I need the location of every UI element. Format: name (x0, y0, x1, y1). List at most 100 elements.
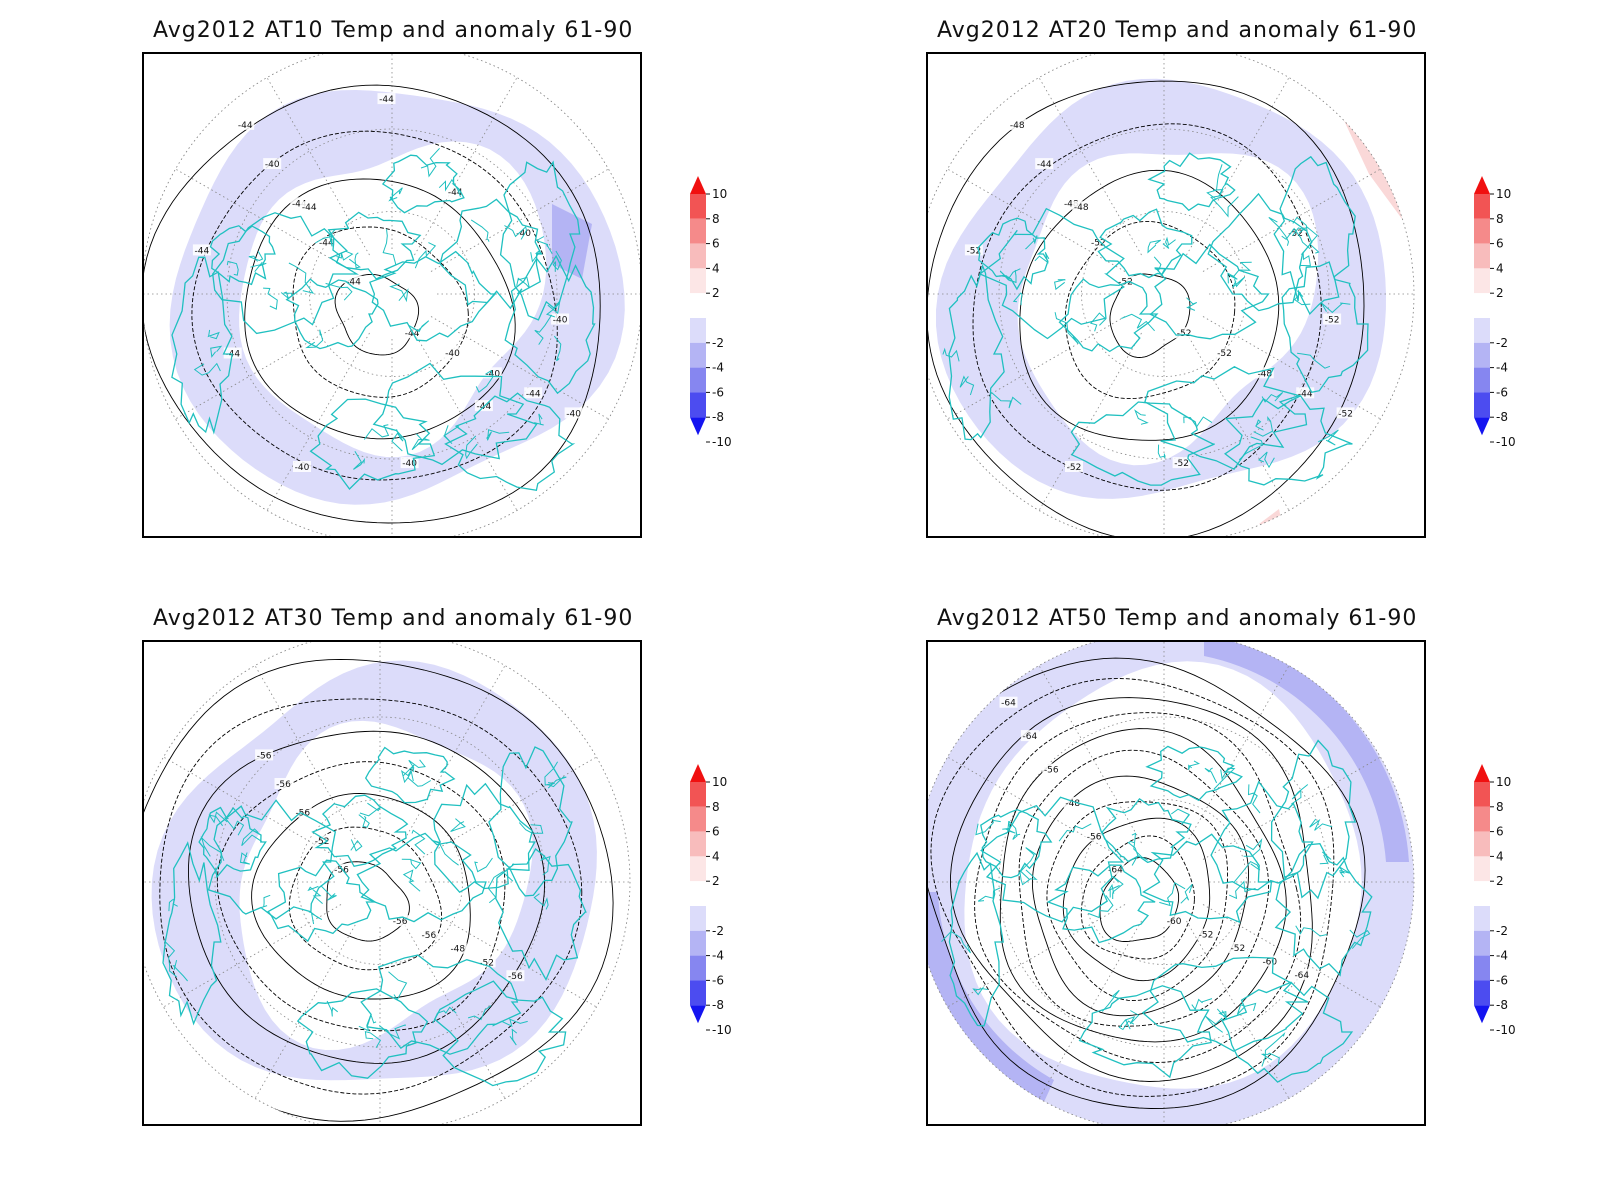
border-line (539, 855, 551, 876)
polar-map-at30: -56-56-52-56-56-48-56-52-56-56 (144, 642, 631, 1124)
border-line (207, 329, 220, 340)
coastline (433, 980, 567, 1087)
border-line (411, 433, 430, 451)
contour-label: -44 (238, 121, 253, 131)
colorbar-label: 6 (1496, 237, 1504, 251)
colorbar-swatch (1474, 930, 1490, 956)
border-line (1107, 883, 1120, 898)
colorbar-swatch (1474, 268, 1490, 294)
border-line (1012, 292, 1023, 306)
polar-map-at20: -52-52-52-52-48-48-44-44-48-52-52-52-48-… (928, 54, 1415, 536)
contour-label-bg (293, 461, 311, 472)
colorbar-arrow-top (690, 764, 706, 782)
coastline (978, 207, 1125, 340)
coastlines (171, 147, 596, 492)
coastline (488, 746, 573, 897)
contour-label: -44 (195, 246, 210, 256)
coastline (364, 746, 456, 804)
colorbar-label: 8 (1496, 212, 1504, 226)
contour-label-bg (1336, 407, 1355, 419)
border-line (1019, 847, 1037, 880)
contour-label: -56 (1087, 832, 1102, 842)
border-line (308, 911, 323, 925)
colorbar-swatch (690, 243, 706, 269)
coastline (495, 848, 587, 981)
temperature-contour (188, 730, 546, 1064)
coastline (1078, 985, 1212, 1079)
colorbar-label: -2 (712, 924, 724, 938)
coastline (1207, 192, 1313, 312)
colorbar-swatch (690, 293, 706, 318)
border-line (359, 802, 382, 817)
border-line (492, 1018, 528, 1028)
colorbar-swatch (1474, 367, 1490, 393)
border-line (1243, 838, 1263, 857)
contour-label-bg (391, 915, 410, 927)
border-line (530, 249, 543, 263)
border-line (1247, 784, 1261, 814)
coastline (1223, 395, 1353, 486)
border-line (1008, 821, 1021, 840)
colorbar-label: -6 (712, 973, 724, 987)
polar-map-at50: -64 -60 -56 -52 -48 -52 -56 -60 -64 -64 -64 (928, 642, 1415, 1124)
coastline (439, 198, 543, 310)
colorbar-swatch (690, 342, 706, 368)
colorbar-swatch (690, 906, 706, 931)
border-line (388, 187, 403, 202)
border-line (1002, 821, 1016, 834)
contour-label: -44 (319, 239, 334, 249)
border-line (407, 770, 432, 787)
border-line (411, 829, 426, 855)
border-line (382, 229, 397, 266)
border-line (475, 369, 494, 393)
contour-label: -64 (1294, 971, 1309, 981)
contour-label-bg (317, 236, 336, 248)
contour-label-bg (448, 942, 467, 954)
coastline (977, 217, 1049, 291)
border-line (1213, 767, 1236, 790)
contour-label: -40 (485, 369, 500, 379)
contour-label: -40 (402, 459, 417, 469)
contour-label-bg (1089, 236, 1108, 248)
contour-label: -40 (553, 316, 568, 326)
border-line (420, 147, 440, 178)
coastline (1147, 152, 1236, 212)
anomaly-field (239, 720, 533, 1050)
border-line (326, 1000, 339, 1017)
border-line (260, 894, 271, 909)
contour-label: -52 (1091, 239, 1106, 249)
colorbar-arrow-bottom (690, 417, 706, 436)
border-line (975, 819, 1001, 836)
colorbar-label: 10 (1496, 775, 1511, 789)
coastline (1101, 798, 1192, 864)
contour-label: -52 (1217, 349, 1232, 359)
border-line (1124, 1010, 1140, 1030)
contour-label-bg (1292, 968, 1311, 980)
colorbar-swatch (690, 881, 706, 906)
contour-label-bg (524, 387, 543, 399)
latitude-circle (998, 128, 1330, 460)
colorbar-swatch (1474, 392, 1490, 418)
border-line (1162, 236, 1176, 249)
contour-label-bg (483, 367, 502, 379)
coastline (171, 256, 233, 435)
coastlines (941, 739, 1373, 1083)
border-line (977, 887, 1001, 902)
contour-label: -60 (1262, 958, 1277, 968)
contour-label-bg (1062, 197, 1081, 209)
border-line (1238, 436, 1264, 461)
map-content: -52-52-52-52-48-48-44-44-48-52-52-52-48-… (928, 54, 1414, 536)
colorbar-arrow-top (690, 176, 706, 194)
border-line (353, 451, 365, 470)
coastline (309, 398, 436, 490)
contour-label-bg (477, 956, 496, 968)
colorbar-label: -10 (712, 435, 732, 449)
colorbar-arrow-bottom (690, 1005, 706, 1024)
map-panel-at10: -44 -44 -44 -40 -44 -40 -40 -44 -44 -40 -40 -40 -44-… (142, 52, 642, 538)
colorbar-label: -4 (1496, 949, 1508, 963)
border-line (467, 1005, 492, 1021)
border-line (1134, 409, 1149, 425)
border-line (1291, 784, 1309, 805)
coastline (433, 782, 536, 894)
border-line (1268, 216, 1290, 246)
